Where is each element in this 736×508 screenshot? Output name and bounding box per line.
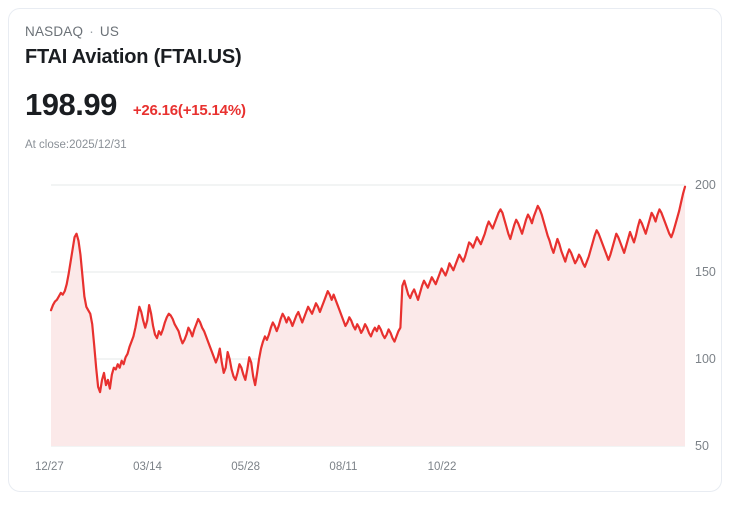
price-change: +26.16(+15.14%) <box>132 102 246 119</box>
region-label: US <box>99 24 120 39</box>
current-price: 198.99 <box>25 87 117 122</box>
separator-dot: · <box>89 24 94 39</box>
price-line <box>49 185 687 394</box>
price-area-fill <box>51 186 685 447</box>
at-close-timestamp: At close:2025/12/31 <box>25 139 127 151</box>
exchange-name: NASDAQ <box>25 24 84 39</box>
price-chart-svg[interactable] <box>9 164 722 484</box>
stock-quote-card: NASDAQ · US FTAI Aviation (FTAI.US) 198.99… <box>8 8 722 492</box>
page-title: FTAI Aviation (FTAI.US) <box>25 46 242 68</box>
exchange-row: NASDAQ · US <box>25 23 685 41</box>
price-chart[interactable]: 200 150 100 50 12/27 03/14 05/28 08/11 10/22 <box>9 164 722 484</box>
quote-header: NASDAQ · US FTAI Aviation (FTAI.US) 198.99… <box>25 23 685 153</box>
price-row: 198.99 +26.16(+15.14%) <box>25 87 685 123</box>
